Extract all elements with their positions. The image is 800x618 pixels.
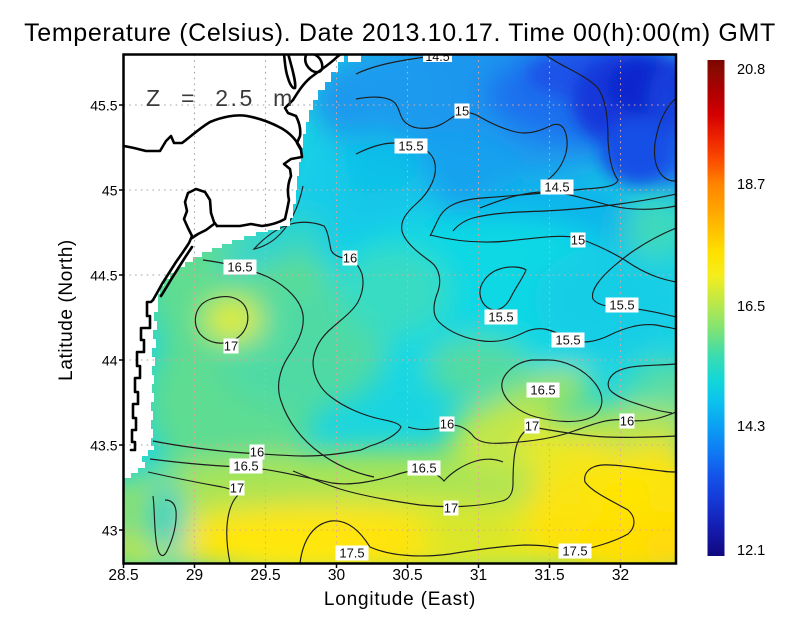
svg-text:Longitude (East): Longitude (East): [324, 589, 476, 610]
svg-text:29.5: 29.5: [250, 567, 280, 584]
svg-text:15.5: 15.5: [555, 333, 580, 348]
svg-text:14.3: 14.3: [737, 419, 765, 435]
svg-text:15: 15: [571, 233, 585, 248]
svg-text:15.5: 15.5: [398, 139, 423, 154]
svg-text:43: 43: [102, 523, 118, 539]
svg-text:Z = 2.5 m: Z = 2.5 m: [146, 85, 295, 111]
svg-text:28.5: 28.5: [108, 567, 138, 584]
svg-text:16: 16: [250, 445, 264, 460]
svg-text:29: 29: [186, 567, 203, 584]
svg-text:30: 30: [328, 567, 346, 584]
svg-text:44: 44: [102, 353, 118, 369]
svg-text:16: 16: [620, 414, 634, 429]
svg-text:31: 31: [470, 567, 487, 584]
svg-text:32: 32: [612, 567, 629, 584]
svg-text:17.5: 17.5: [562, 544, 587, 559]
svg-text:31.5: 31.5: [534, 567, 564, 584]
svg-text:Temperature (Celsius). Date 20: Temperature (Celsius). Date 2013.10.17. …: [24, 19, 776, 47]
svg-text:30.5: 30.5: [392, 567, 422, 584]
svg-text:14.5: 14.5: [425, 50, 449, 64]
svg-text:12.1: 12.1: [737, 543, 765, 559]
svg-text:17: 17: [224, 339, 238, 354]
svg-text:15.5: 15.5: [488, 310, 513, 325]
svg-text:17: 17: [444, 501, 458, 516]
svg-text:15.5: 15.5: [609, 298, 634, 313]
svg-text:45.5: 45.5: [90, 98, 117, 114]
svg-text:20.8: 20.8: [737, 62, 765, 78]
svg-text:16: 16: [343, 251, 357, 266]
svg-text:16.5: 16.5: [233, 459, 258, 474]
svg-text:16.5: 16.5: [227, 260, 252, 275]
svg-text:14.5: 14.5: [544, 180, 569, 195]
svg-text:18.7: 18.7: [737, 177, 765, 193]
svg-text:45: 45: [102, 183, 118, 199]
svg-text:17: 17: [525, 419, 539, 434]
svg-text:17: 17: [230, 481, 244, 496]
svg-text:17.5: 17.5: [339, 546, 364, 561]
svg-text:15: 15: [455, 104, 469, 119]
svg-text:16.5: 16.5: [737, 299, 765, 315]
svg-text:16.5: 16.5: [530, 383, 555, 398]
svg-text:43.5: 43.5: [90, 438, 117, 454]
svg-text:Latitude (North): Latitude (North): [56, 239, 77, 381]
svg-text:16: 16: [440, 417, 454, 432]
svg-text:44.5: 44.5: [90, 268, 117, 284]
svg-text:16.5: 16.5: [411, 461, 436, 476]
